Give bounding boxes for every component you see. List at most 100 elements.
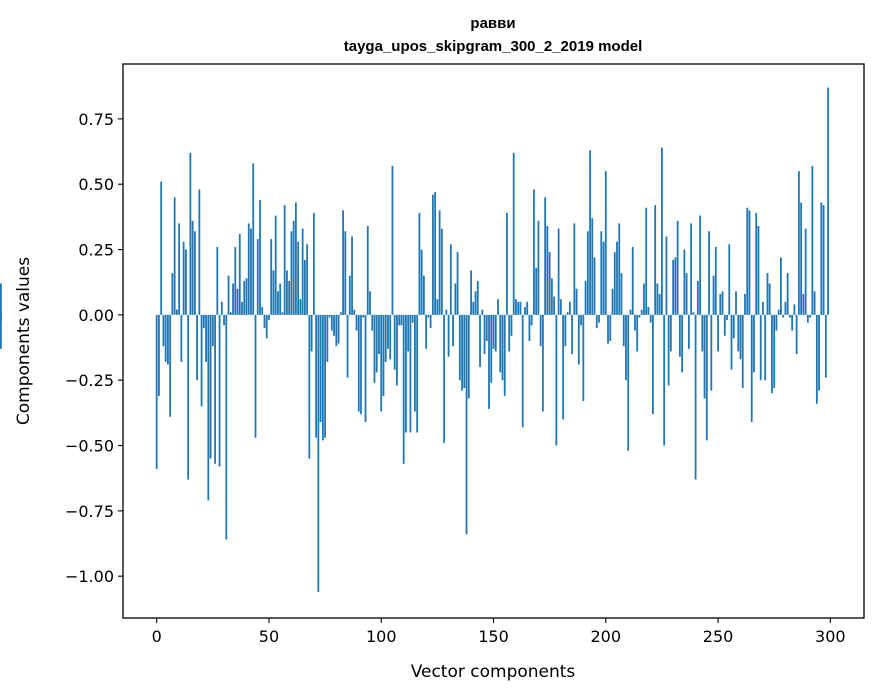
bar xyxy=(472,301,475,315)
x-tick-label: 200 xyxy=(590,627,621,646)
bar xyxy=(703,314,706,399)
bar xyxy=(431,194,434,315)
bar xyxy=(400,314,403,326)
bar xyxy=(789,314,791,318)
bar xyxy=(602,241,605,315)
bar xyxy=(198,189,201,315)
bar xyxy=(456,252,459,315)
bar xyxy=(254,314,257,438)
bar xyxy=(295,202,297,315)
bar xyxy=(512,152,515,315)
bar xyxy=(0,283,2,315)
bar xyxy=(497,299,499,315)
bar xyxy=(501,314,504,381)
bar xyxy=(481,309,484,315)
bar xyxy=(649,314,652,323)
bar xyxy=(396,314,398,386)
bar xyxy=(200,314,203,407)
bar xyxy=(310,314,313,352)
x-axis: 0 50 100 150 200 250 300 xyxy=(152,618,846,646)
y-axis-label: Components values xyxy=(14,257,34,425)
bar xyxy=(490,314,493,383)
bar xyxy=(586,231,589,315)
bar xyxy=(427,314,430,318)
x-tick-label: 0 xyxy=(152,627,162,646)
bar xyxy=(584,280,587,315)
bar xyxy=(425,314,428,349)
bar xyxy=(449,244,452,315)
bar xyxy=(434,192,437,315)
bar xyxy=(744,293,746,315)
bar xyxy=(160,181,163,315)
bar xyxy=(476,280,479,315)
bar xyxy=(809,314,812,318)
bar xyxy=(669,314,672,352)
bar xyxy=(319,314,322,423)
bar xyxy=(813,291,816,315)
x-tick-label: 150 xyxy=(478,627,509,646)
bar xyxy=(463,314,466,389)
bar xyxy=(717,314,719,352)
bar xyxy=(607,314,609,344)
bar xyxy=(701,314,704,352)
bar xyxy=(618,223,621,315)
bar xyxy=(445,309,448,315)
bar xyxy=(470,270,472,315)
bar xyxy=(348,275,351,315)
bar xyxy=(746,207,749,315)
bar xyxy=(757,226,760,315)
bar xyxy=(373,314,376,383)
bar xyxy=(0,314,2,323)
bar xyxy=(723,314,726,336)
bar xyxy=(777,309,780,315)
bar xyxy=(553,296,556,315)
bar xyxy=(209,314,212,459)
bar xyxy=(625,314,627,381)
bar xyxy=(593,257,596,315)
bar xyxy=(811,165,814,315)
bar xyxy=(546,226,549,315)
bar xyxy=(613,252,616,315)
bar xyxy=(218,314,221,467)
bar xyxy=(162,314,165,347)
bar xyxy=(366,226,369,315)
bar xyxy=(683,249,686,315)
bar xyxy=(566,312,569,315)
y-tick-label: 0.00 xyxy=(78,306,114,325)
bar xyxy=(330,314,333,331)
bar xyxy=(245,278,248,315)
bar xyxy=(308,314,311,459)
bar xyxy=(629,309,632,315)
bar xyxy=(299,299,302,315)
bar xyxy=(771,314,773,394)
bar xyxy=(443,314,445,443)
bar xyxy=(375,314,378,373)
bar xyxy=(690,223,692,315)
bar xyxy=(721,291,724,315)
bar xyxy=(429,314,432,328)
bar xyxy=(804,228,807,315)
bar xyxy=(283,205,286,315)
bar xyxy=(158,314,160,396)
bar xyxy=(600,231,603,315)
bar xyxy=(741,314,744,389)
bar xyxy=(678,314,681,357)
y-axis: 0.75 0.50 0.25 0.00 −0.25 −0.50 −0.75 −1.00 xyxy=(65,110,123,586)
bar xyxy=(755,212,758,315)
bar xyxy=(708,231,710,315)
bar xyxy=(780,257,782,315)
bar xyxy=(272,270,275,315)
bar xyxy=(824,314,827,378)
bar xyxy=(351,236,353,315)
bar xyxy=(167,314,169,365)
bar xyxy=(364,314,367,423)
bar xyxy=(595,314,598,328)
bar xyxy=(802,293,805,315)
bar xyxy=(815,314,818,404)
bar xyxy=(730,314,733,370)
bar xyxy=(223,314,225,326)
bar xyxy=(371,314,374,331)
bar xyxy=(205,314,207,362)
bar xyxy=(739,314,742,360)
bar xyxy=(317,314,320,592)
